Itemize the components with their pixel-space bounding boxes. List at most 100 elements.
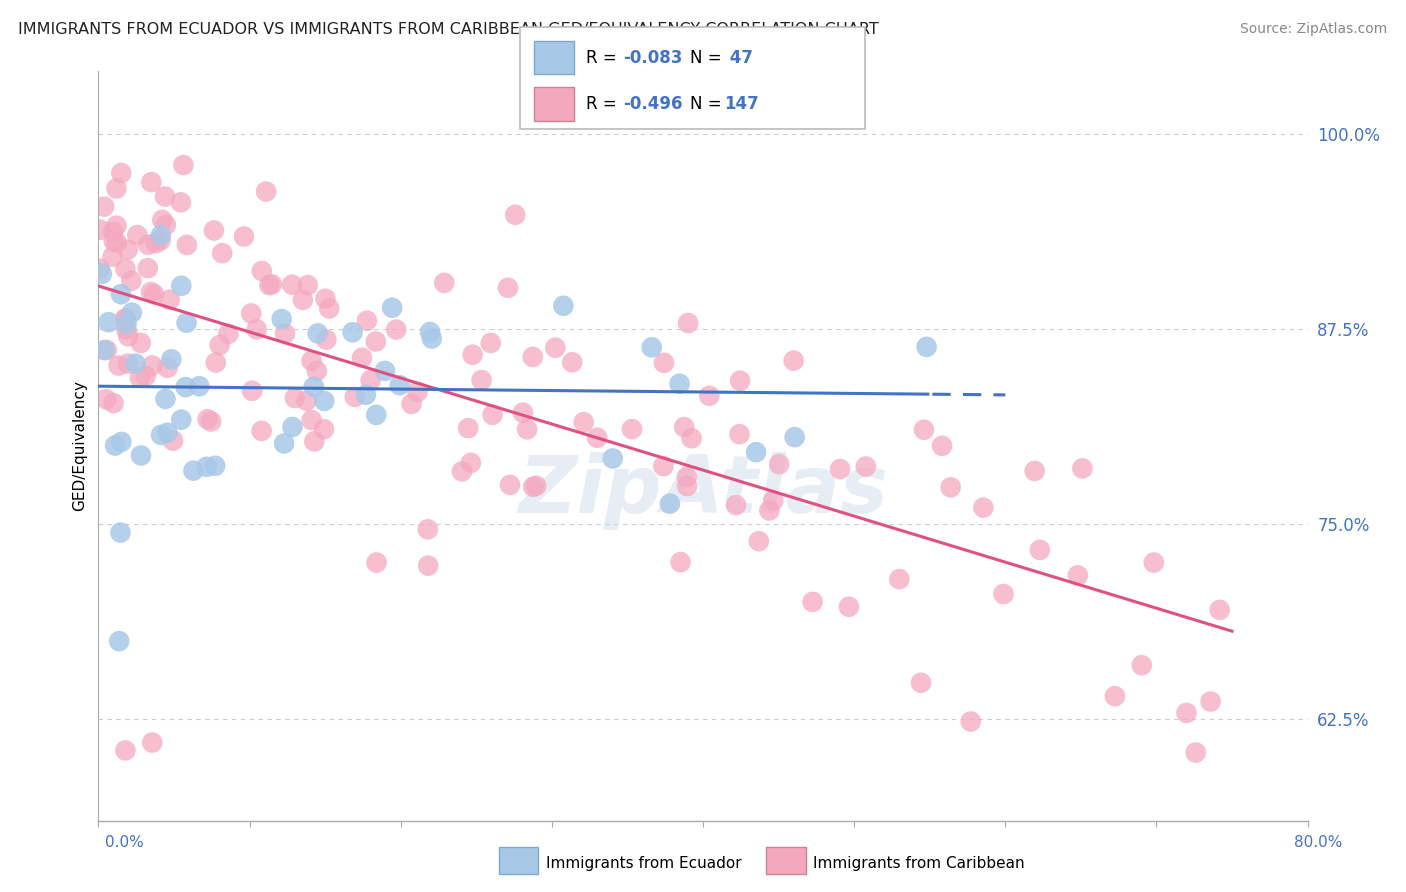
Point bbox=[274, 326, 297, 341]
Point bbox=[259, 278, 281, 293]
Point bbox=[418, 558, 440, 573]
Point bbox=[307, 326, 329, 341]
Point bbox=[204, 355, 226, 369]
Point bbox=[745, 445, 768, 459]
Point bbox=[544, 341, 567, 355]
Text: 80.0%: 80.0% bbox=[1295, 836, 1343, 850]
Point bbox=[668, 376, 690, 391]
Point bbox=[910, 675, 932, 690]
Point bbox=[188, 379, 211, 393]
Point bbox=[101, 250, 124, 264]
Point bbox=[301, 353, 323, 368]
Point bbox=[204, 458, 226, 473]
Point bbox=[728, 374, 751, 388]
Point bbox=[110, 166, 132, 180]
Point bbox=[281, 277, 304, 292]
Point bbox=[176, 238, 198, 252]
Point bbox=[143, 287, 166, 301]
Text: Immigrants from Caribbean: Immigrants from Caribbean bbox=[813, 856, 1025, 871]
Point bbox=[406, 384, 429, 399]
Point bbox=[915, 340, 938, 354]
Text: ZipAtlas: ZipAtlas bbox=[517, 452, 889, 530]
Point bbox=[522, 350, 544, 364]
Point bbox=[1143, 556, 1166, 570]
Point bbox=[114, 311, 136, 326]
Point bbox=[200, 415, 222, 429]
Point bbox=[162, 434, 184, 448]
Text: 47: 47 bbox=[724, 48, 754, 67]
Point bbox=[652, 459, 675, 474]
Point bbox=[240, 384, 263, 398]
Point bbox=[156, 425, 179, 440]
Point bbox=[512, 406, 534, 420]
Point bbox=[855, 459, 877, 474]
Point bbox=[141, 359, 163, 373]
Point bbox=[1199, 694, 1222, 708]
Point bbox=[1209, 603, 1232, 617]
Point bbox=[697, 389, 720, 403]
Point bbox=[211, 246, 233, 260]
Point bbox=[96, 343, 118, 357]
Y-axis label: GED/Equivalency: GED/Equivalency bbox=[72, 381, 87, 511]
Point bbox=[107, 359, 129, 373]
Point bbox=[460, 456, 482, 470]
Point bbox=[1184, 746, 1206, 760]
Point bbox=[208, 338, 231, 352]
Point bbox=[110, 434, 132, 449]
Point bbox=[139, 285, 162, 299]
Point bbox=[673, 420, 696, 434]
Point bbox=[97, 315, 120, 329]
Point bbox=[174, 380, 197, 394]
Point bbox=[295, 393, 318, 408]
Point bbox=[135, 368, 157, 383]
Point bbox=[155, 218, 177, 232]
Point bbox=[912, 423, 935, 437]
Point bbox=[150, 428, 173, 442]
Point bbox=[110, 525, 132, 540]
Point bbox=[159, 293, 181, 307]
Point bbox=[103, 234, 125, 248]
Point bbox=[314, 292, 336, 306]
Point bbox=[572, 415, 595, 429]
Point bbox=[291, 293, 314, 307]
Point bbox=[170, 412, 193, 426]
Point bbox=[254, 185, 277, 199]
Point bbox=[250, 424, 273, 438]
Point bbox=[354, 388, 377, 402]
Point bbox=[117, 243, 139, 257]
Point bbox=[273, 436, 295, 450]
Text: R =: R = bbox=[586, 95, 623, 112]
Point bbox=[496, 281, 519, 295]
Point bbox=[1029, 542, 1052, 557]
Point bbox=[342, 325, 364, 339]
Point bbox=[114, 311, 136, 326]
Point bbox=[246, 322, 269, 336]
Point bbox=[94, 392, 117, 407]
Text: IMMIGRANTS FROM ECUADOR VS IMMIGRANTS FROM CARIBBEAN GED/EQUIVALENCY CORRELATION: IMMIGRANTS FROM ECUADOR VS IMMIGRANTS FR… bbox=[18, 22, 879, 37]
Point bbox=[172, 158, 194, 172]
Point bbox=[602, 451, 624, 466]
Point bbox=[117, 329, 139, 343]
Point bbox=[433, 276, 456, 290]
Point bbox=[360, 373, 382, 387]
Point bbox=[110, 287, 132, 301]
Point bbox=[451, 464, 474, 478]
Point bbox=[318, 301, 340, 316]
Point bbox=[681, 431, 703, 445]
Point bbox=[419, 325, 441, 339]
Point bbox=[233, 229, 256, 244]
Point bbox=[197, 412, 219, 426]
Point bbox=[301, 413, 323, 427]
Text: -0.083: -0.083 bbox=[623, 48, 682, 67]
Point bbox=[782, 353, 804, 368]
Text: -0.496: -0.496 bbox=[623, 95, 682, 112]
Point bbox=[90, 267, 112, 281]
Point bbox=[156, 360, 179, 375]
Point bbox=[260, 277, 283, 292]
Point bbox=[676, 479, 699, 493]
Point bbox=[129, 335, 152, 350]
Text: R =: R = bbox=[586, 48, 623, 67]
Point bbox=[724, 498, 747, 512]
Point bbox=[250, 264, 273, 278]
Point bbox=[120, 274, 142, 288]
